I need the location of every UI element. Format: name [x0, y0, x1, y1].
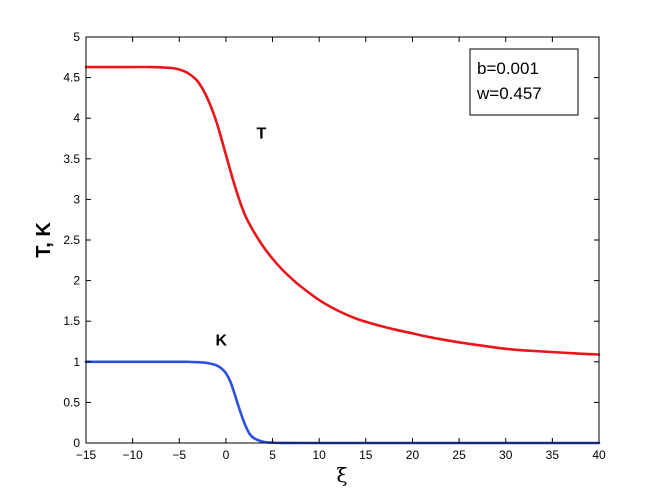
x-tick-label: 20	[406, 448, 420, 462]
y-tick-label: 2	[73, 274, 80, 288]
x-axis-label: ξ	[336, 463, 347, 487]
parameter-b: b=0.001	[477, 59, 539, 78]
y-axis-ticks: 0 0.5 1 1.5 2 2.5 3 3.5 4 4.5 5	[63, 30, 599, 450]
x-tick-label: 35	[546, 448, 560, 462]
parameter-box: b=0.001 w=0.457	[469, 48, 579, 116]
series-line-t	[84, 65, 601, 356]
x-tick-label: −15	[76, 448, 97, 462]
y-tick-label: 3.5	[63, 152, 80, 166]
x-tick-label: 15	[359, 448, 373, 462]
y-tick-label: 1.5	[63, 314, 80, 328]
y-tick-label: 1	[73, 355, 80, 369]
y-tick-label: 4.5	[63, 71, 80, 85]
x-tick-label: 30	[499, 448, 513, 462]
parameter-w: w=0.457	[476, 84, 542, 103]
x-tick-label: 10	[313, 448, 327, 462]
x-tick-label: 25	[452, 448, 466, 462]
x-tick-label: −10	[122, 448, 143, 462]
x-tick-label: −5	[172, 448, 186, 462]
y-tick-label: 5	[73, 30, 80, 44]
y-tick-label: 2.5	[63, 233, 80, 247]
x-tick-label: 40	[592, 448, 606, 462]
y-axis-label: T, K	[33, 222, 55, 258]
parameter-box-frame	[469, 48, 579, 116]
y-tick-label: 0	[73, 436, 80, 450]
x-axis-ticks: −15 −10 −5 0 5 10 15 20 25 30 35 40	[76, 37, 606, 462]
x-tick-label: 0	[223, 448, 230, 462]
series-label-t: T	[256, 126, 266, 143]
y-tick-label: 4	[73, 111, 80, 125]
x-tick-label: 5	[269, 448, 276, 462]
series-labels: TK	[215, 126, 266, 350]
series-label-k: K	[215, 333, 227, 350]
y-tick-label: 0.5	[63, 395, 80, 409]
y-tick-label: 3	[73, 192, 80, 206]
